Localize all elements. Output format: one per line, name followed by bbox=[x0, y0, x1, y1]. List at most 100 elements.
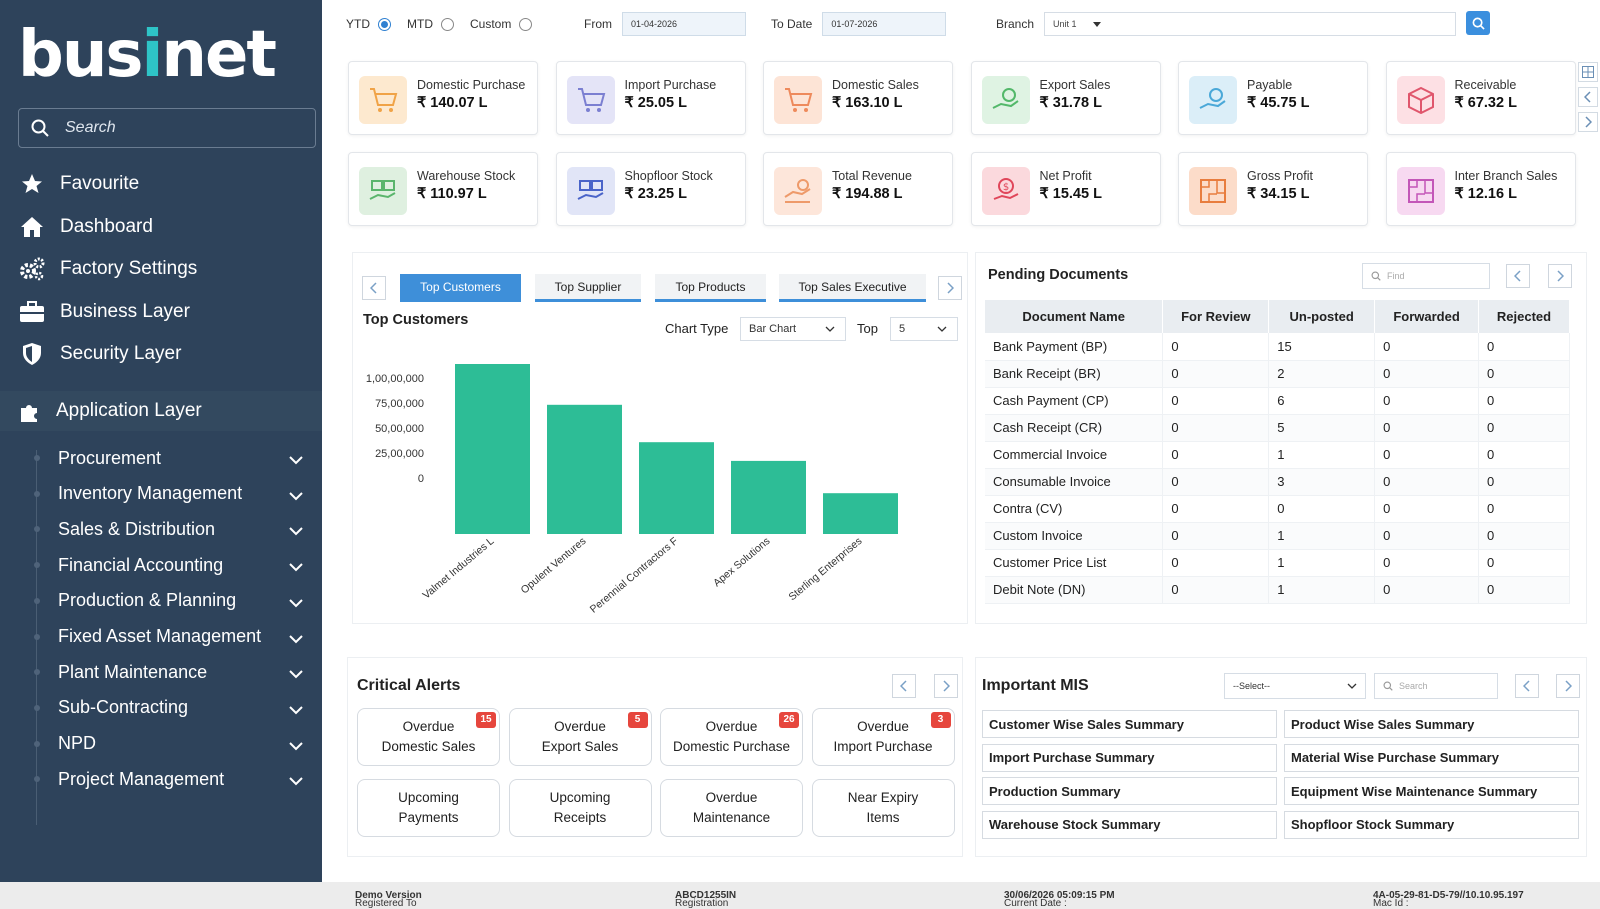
count-cell[interactable]: 0 bbox=[1162, 414, 1270, 442]
chevron-down-icon[interactable] bbox=[288, 592, 304, 613]
sidebar-subitem-procurement[interactable]: Procurement bbox=[34, 443, 304, 473]
kpi-card-import-purchase[interactable]: Import Purchase ₹ 25.05 L bbox=[555, 61, 746, 135]
mis-link-production-summary[interactable]: Production Summary bbox=[982, 777, 1277, 805]
chevron-down-icon[interactable] bbox=[288, 520, 304, 541]
bar-2[interactable] bbox=[639, 442, 714, 534]
count-cell[interactable]: 5 bbox=[1268, 414, 1376, 442]
count-cell[interactable]: 0 bbox=[1374, 333, 1480, 361]
table-row[interactable]: Consumable Invoice 0 3 0 0 bbox=[985, 468, 1570, 496]
chevron-down-icon[interactable] bbox=[288, 735, 304, 756]
count-cell[interactable]: 0 bbox=[1374, 360, 1480, 388]
bar-1[interactable] bbox=[547, 404, 622, 534]
table-row[interactable]: Contra (CV) 0 0 0 0 bbox=[985, 495, 1570, 523]
mis-search-input[interactable]: Search bbox=[1374, 673, 1498, 699]
sidebar-subitem-financial-accounting[interactable]: Financial Accounting bbox=[34, 550, 304, 580]
count-cell[interactable]: 1 bbox=[1268, 576, 1376, 604]
alert-overdue-domestic-sales-button[interactable]: Overdue Domestic Sales 15 bbox=[357, 708, 500, 766]
mis-prev-button[interactable] bbox=[1515, 674, 1539, 698]
table-row[interactable]: Commercial Invoice 0 1 0 0 bbox=[985, 441, 1570, 469]
count-cell[interactable]: 0 bbox=[1374, 495, 1480, 523]
count-cell[interactable]: 0 bbox=[1162, 549, 1270, 577]
kpi-card-warehouse-stock[interactable]: Warehouse Stock ₹ 110.97 L bbox=[348, 152, 538, 226]
count-cell[interactable]: 0 bbox=[1374, 387, 1480, 415]
to-date-input[interactable]: 01-07-2026 bbox=[822, 12, 947, 36]
sidebar-subitem-fixed-asset-management[interactable]: Fixed Asset Management bbox=[34, 622, 304, 652]
count-cell[interactable]: 0 bbox=[1478, 441, 1570, 469]
kpi-card-gross-profit[interactable]: Gross Profit ₹ 34.15 L bbox=[1178, 152, 1368, 226]
pending-next-button[interactable] bbox=[1548, 264, 1572, 288]
chevron-down-icon[interactable] bbox=[288, 485, 304, 506]
branch-select[interactable]: Unit 1 bbox=[1044, 12, 1457, 36]
kpi-card-total-revenue[interactable]: Total Revenue ₹ 194.88 L bbox=[763, 152, 953, 226]
sidebar-item-dashboard[interactable]: Dashboard bbox=[18, 210, 153, 244]
sidebar-subitem-project-management[interactable]: Project Management bbox=[34, 764, 304, 794]
tab-top-supplier[interactable]: Top Supplier bbox=[535, 274, 641, 302]
alert-upcoming-receipts-button[interactable]: Upcoming Receipts bbox=[508, 779, 652, 837]
count-cell[interactable]: 0 bbox=[1478, 522, 1570, 550]
count-cell[interactable]: 0 bbox=[1162, 441, 1270, 469]
tab-top-products[interactable]: Top Products bbox=[655, 274, 766, 302]
count-cell[interactable]: 1 bbox=[1268, 441, 1376, 469]
count-cell[interactable]: 0 bbox=[1478, 414, 1570, 442]
sidebar-subitem-sales-distribution[interactable]: Sales & Distribution bbox=[34, 514, 304, 544]
mis-link-import-purchase-summary[interactable]: Import Purchase Summary bbox=[982, 743, 1277, 772]
from-date-input[interactable]: 01-04-2026 bbox=[622, 12, 746, 36]
count-cell[interactable]: 0 bbox=[1374, 522, 1480, 550]
alerts-next-button[interactable] bbox=[934, 674, 958, 698]
mis-link-material-wise-purchase-summary[interactable]: Material Wise Purchase Summary bbox=[1284, 743, 1579, 772]
table-row[interactable]: Customer Price List 0 1 0 0 bbox=[985, 549, 1570, 577]
mis-next-button[interactable] bbox=[1556, 674, 1580, 698]
mis-link-equipment-wise-maintenance-summary[interactable]: Equipment Wise Maintenance Summary bbox=[1284, 777, 1579, 805]
alerts-prev-button[interactable] bbox=[892, 674, 916, 698]
count-cell[interactable]: 0 bbox=[1162, 360, 1270, 388]
chart-type-select[interactable]: Bar Chart bbox=[740, 317, 846, 341]
chevron-down-icon[interactable] bbox=[288, 663, 304, 684]
alert-overdue-import-purchase-button[interactable]: Overdue Import Purchase 3 bbox=[811, 708, 955, 766]
sidebar-item-security-layer[interactable]: Security Layer bbox=[18, 337, 181, 371]
count-cell[interactable]: 0 bbox=[1374, 441, 1480, 469]
table-row[interactable]: Cash Payment (CP) 0 6 0 0 bbox=[985, 387, 1570, 415]
column-header[interactable]: Un-posted bbox=[1268, 300, 1376, 333]
alert-overdue-domestic-purchase-button[interactable]: Overdue Domestic Purchase 26 bbox=[660, 708, 803, 766]
count-cell[interactable]: 0 bbox=[1478, 387, 1570, 415]
column-header[interactable]: For Review bbox=[1162, 300, 1270, 333]
count-cell[interactable]: 6 bbox=[1268, 387, 1376, 415]
sidebar-subitem-sub-contracting[interactable]: Sub-Contracting bbox=[34, 693, 304, 723]
kpi-card-payable[interactable]: Payable ₹ 45.75 L bbox=[1178, 61, 1368, 135]
chevron-down-icon[interactable] bbox=[288, 628, 304, 649]
tab-top-customers[interactable]: Top Customers bbox=[400, 274, 521, 302]
count-cell[interactable]: 2 bbox=[1268, 360, 1376, 388]
mis-link-warehouse-stock-summary[interactable]: Warehouse Stock Summary bbox=[982, 810, 1277, 839]
column-header[interactable]: Forwarded bbox=[1374, 300, 1480, 333]
kpi-card-inter-branch-sales[interactable]: Inter Branch Sales ₹ 12.16 L bbox=[1385, 152, 1576, 226]
sidebar-item-favourite[interactable]: Favourite bbox=[18, 167, 139, 201]
chevron-down-icon[interactable] bbox=[288, 449, 304, 470]
sidebar-item-application-layer[interactable]: Application Layer bbox=[0, 391, 322, 431]
kpi-prev-button[interactable] bbox=[1578, 87, 1598, 107]
sidebar-subitem-npd[interactable]: NPD bbox=[34, 729, 304, 759]
sidebar-subitem-inventory-management[interactable]: Inventory Management bbox=[34, 479, 304, 509]
chevron-down-icon[interactable] bbox=[288, 770, 304, 791]
alert-upcoming-payments-button[interactable]: Upcoming Payments bbox=[357, 779, 500, 837]
chevron-down-icon[interactable] bbox=[288, 699, 304, 720]
tabs-next-button[interactable] bbox=[938, 276, 962, 300]
chevron-down-icon[interactable] bbox=[288, 556, 304, 577]
custom-radio[interactable] bbox=[519, 17, 533, 31]
bar-0[interactable] bbox=[455, 364, 530, 534]
period-mtd[interactable]: MTD bbox=[407, 12, 454, 36]
mtd-radio[interactable] bbox=[441, 17, 454, 31]
count-cell[interactable]: 0 bbox=[1268, 495, 1376, 523]
layout-grid-button[interactable] bbox=[1578, 62, 1598, 82]
alert-overdue-export-sales-button[interactable]: Overdue Export Sales 5 bbox=[508, 708, 652, 766]
period-custom[interactable]: Custom bbox=[470, 12, 533, 36]
count-cell[interactable]: 0 bbox=[1478, 495, 1570, 523]
tab-top-sales-executive[interactable]: Top Sales Executive bbox=[779, 274, 926, 302]
count-cell[interactable]: 0 bbox=[1374, 468, 1480, 496]
table-row[interactable]: Debit Note (DN) 0 1 0 0 bbox=[985, 576, 1570, 604]
mis-link-shopfloor-stock-summary[interactable]: Shopfloor Stock Summary bbox=[1284, 810, 1579, 839]
count-cell[interactable]: 0 bbox=[1478, 549, 1570, 577]
count-cell[interactable]: 0 bbox=[1478, 468, 1570, 496]
count-cell[interactable]: 0 bbox=[1162, 333, 1270, 361]
kpi-card-domestic-purchase[interactable]: Domestic Purchase ₹ 140.07 L bbox=[348, 61, 538, 135]
table-row[interactable]: Bank Receipt (BR) 0 2 0 0 bbox=[985, 360, 1570, 388]
